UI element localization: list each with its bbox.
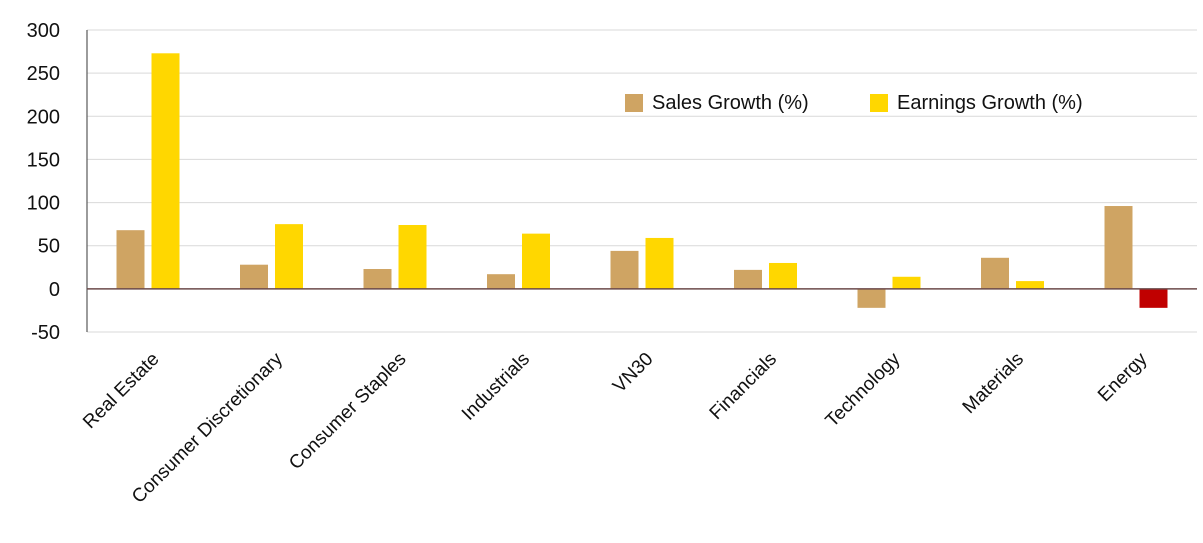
x-category-label: Energy	[1094, 348, 1152, 406]
earnings-growth-bar	[398, 225, 427, 289]
sales-growth-bar	[363, 269, 392, 289]
x-category-label: Financials	[706, 349, 781, 424]
bars	[87, 53, 1197, 308]
sales-growth-bar	[1104, 206, 1133, 289]
x-category-label: Industrials	[458, 349, 534, 425]
x-category-label: Technology	[822, 348, 905, 431]
earnings-growth-bar	[892, 276, 921, 289]
x-category-label: Consumer Staples	[285, 349, 410, 474]
legend-swatch	[625, 94, 643, 112]
earnings-growth-bar	[769, 262, 797, 289]
y-tick-label: -50	[31, 322, 60, 344]
legend-label: Sales Growth (%)	[652, 92, 809, 114]
sales-growth-bar	[734, 269, 762, 289]
y-tick-label: 300	[27, 20, 60, 42]
y-axis: 300 250 200 150 100 50 0 -50	[27, 20, 88, 344]
sales-growth-bar	[981, 257, 1009, 289]
earnings-growth-bar	[1139, 288, 1168, 308]
x-category-label: Materials	[959, 349, 1028, 418]
earnings-growth-bar	[1016, 281, 1044, 289]
sales-growth-bar	[610, 250, 639, 289]
earnings-growth-bar	[151, 53, 180, 289]
y-tick-label: 250	[27, 63, 60, 85]
sales-growth-bar	[116, 230, 145, 289]
y-tick-label: 0	[49, 279, 60, 301]
legend-label: Earnings Growth (%)	[897, 92, 1083, 114]
sales-growth-bar	[857, 288, 886, 308]
y-tick-label: 150	[27, 149, 60, 171]
x-category-label: Real Estate	[79, 349, 163, 433]
legend-swatch	[870, 94, 888, 112]
earnings-growth-bar	[522, 233, 550, 289]
y-tick-label: 50	[38, 236, 60, 258]
y-tick-label: 100	[27, 193, 60, 215]
x-category-label: VN30	[609, 349, 657, 397]
earnings-growth-bar	[645, 237, 674, 289]
earnings-growth-bar	[275, 224, 303, 289]
y-tick-label: 200	[27, 106, 60, 128]
sales-growth-bar	[240, 264, 268, 289]
gridlines	[87, 29, 1197, 333]
legend: Sales Growth (%) Earnings Growth (%)	[625, 92, 1083, 114]
sales-growth-bar	[487, 274, 515, 289]
